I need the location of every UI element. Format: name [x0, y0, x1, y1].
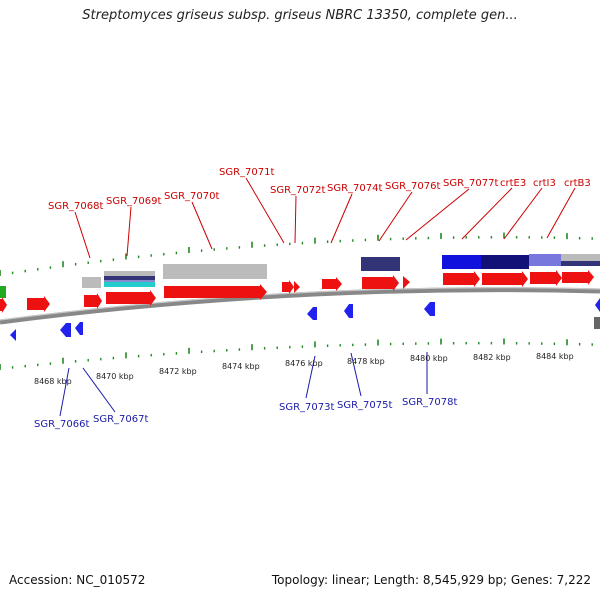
feature-block-navy[interactable] [104, 276, 155, 280]
scale-label: 8470 kbp [96, 372, 134, 381]
forward-gene-label[interactable]: crtI3 [533, 178, 556, 189]
feature-block-lavender[interactable] [104, 280, 155, 282]
forward-gene-label[interactable]: crtB3 [564, 178, 591, 189]
forward-gene-arrow[interactable] [0, 297, 7, 313]
forward-label-leader [294, 195, 297, 244]
forward-gene-arrow[interactable] [282, 280, 294, 294]
scale-label: 8474 kbp [222, 362, 260, 371]
forward-gene-arrow[interactable] [562, 270, 594, 285]
feature-block-gray[interactable] [163, 264, 267, 279]
feature-block-navy[interactable] [481, 255, 529, 269]
forward-label-leader [546, 187, 576, 239]
feature-block-gray[interactable] [82, 277, 101, 288]
forward-label-leader [405, 188, 470, 241]
scale-label: 8482 kbp [473, 353, 511, 362]
scale-label: 8476 kbp [285, 359, 323, 368]
backbone-line [0, 287, 600, 325]
feature-block-blue[interactable] [442, 255, 481, 269]
reverse-gene-arrow[interactable] [595, 298, 600, 312]
reverse-label-leader [350, 352, 362, 397]
forward-gene-label[interactable]: SGR_7074t [327, 183, 382, 194]
scale-label: 8484 kbp [536, 352, 574, 361]
scale-label: 8478 kbp [347, 357, 385, 366]
reverse-gene-label[interactable]: SGR_7073t [279, 402, 334, 413]
reverse-gene-arrow[interactable] [307, 307, 317, 320]
scale-label: 8468 kbp [34, 377, 72, 386]
forward-gene-arrow[interactable] [403, 276, 410, 289]
forward-gene-arrow[interactable] [322, 277, 342, 291]
reverse-gene-arrow[interactable] [424, 302, 435, 316]
feature-block-darkgray[interactable] [594, 317, 600, 329]
forward-label-leader [378, 191, 413, 242]
forward-label-leader [191, 201, 213, 250]
map-title: Streptomyces griseus subsp. griseus NBRC… [82, 8, 518, 23]
forward-gene-label[interactable]: SGR_7072t [270, 185, 325, 196]
feature-block-gray[interactable] [104, 271, 155, 276]
forward-gene-label[interactable]: SGR_7077t [443, 178, 498, 189]
backbone-highlight [0, 287, 600, 321]
inner-tick-ring [0, 338, 593, 370]
accession-text: Accession: NC_010572 [9, 573, 146, 587]
reverse-gene-label[interactable]: SGR_7067t [93, 414, 148, 425]
forward-gene-arrow[interactable] [106, 290, 156, 306]
feature-block-green[interactable] [0, 286, 6, 298]
outer-tick-ring [0, 232, 593, 276]
forward-gene-arrow[interactable] [482, 271, 528, 287]
feature-block-navy[interactable] [361, 257, 400, 271]
forward-label-leader [245, 177, 285, 244]
forward-gene-label[interactable]: SGR_7069t [106, 196, 161, 207]
reverse-gene-label[interactable]: SGR_7078t [402, 397, 457, 408]
forward-gene-label[interactable]: SGR_7070t [164, 191, 219, 202]
forward-label-leader [74, 211, 91, 259]
forward-gene-label[interactable]: SGR_7068t [48, 201, 103, 212]
forward-label-leader [503, 187, 543, 240]
forward-gene-arrow[interactable] [27, 296, 50, 312]
reverse-label-leader [82, 367, 116, 413]
reverse-gene-arrow[interactable] [75, 322, 83, 335]
feature-block-cyan[interactable] [104, 282, 155, 287]
forward-gene-arrow[interactable] [84, 293, 102, 309]
forward-gene-arrow[interactable] [443, 271, 480, 287]
feature-block-navy[interactable] [561, 261, 600, 266]
reverse-gene-arrow[interactable] [10, 329, 16, 341]
forward-gene-arrow[interactable] [294, 281, 300, 293]
reverse-gene-arrow[interactable] [60, 323, 71, 337]
reverse-label-leader [59, 367, 70, 417]
forward-gene-arrow[interactable] [164, 284, 267, 300]
feature-block-lavender[interactable] [529, 254, 561, 266]
feature-block-gray[interactable] [561, 254, 600, 261]
forward-gene-label[interactable]: SGR_7071t [219, 167, 274, 178]
forward-label-leader [330, 193, 353, 244]
forward-gene-arrow[interactable] [530, 270, 562, 286]
reverse-gene-label[interactable]: SGR_7075t [337, 400, 392, 411]
forward-gene-label[interactable]: SGR_7076t [385, 181, 440, 192]
forward-gene-arrow[interactable] [362, 275, 399, 291]
topology-summary: Topology: linear; Length: 8,545,929 bp; … [271, 573, 591, 587]
reverse-gene-label[interactable]: SGR_7066t [34, 419, 89, 430]
forward-label-leader [461, 187, 513, 240]
scale-label: 8472 kbp [159, 367, 197, 376]
forward-label-leader [126, 206, 132, 257]
reverse-gene-arrow[interactable] [344, 304, 353, 318]
scale-label: 8480 kbp [410, 354, 448, 363]
reverse-label-leader [305, 355, 316, 399]
forward-gene-label[interactable]: crtE3 [500, 178, 526, 189]
